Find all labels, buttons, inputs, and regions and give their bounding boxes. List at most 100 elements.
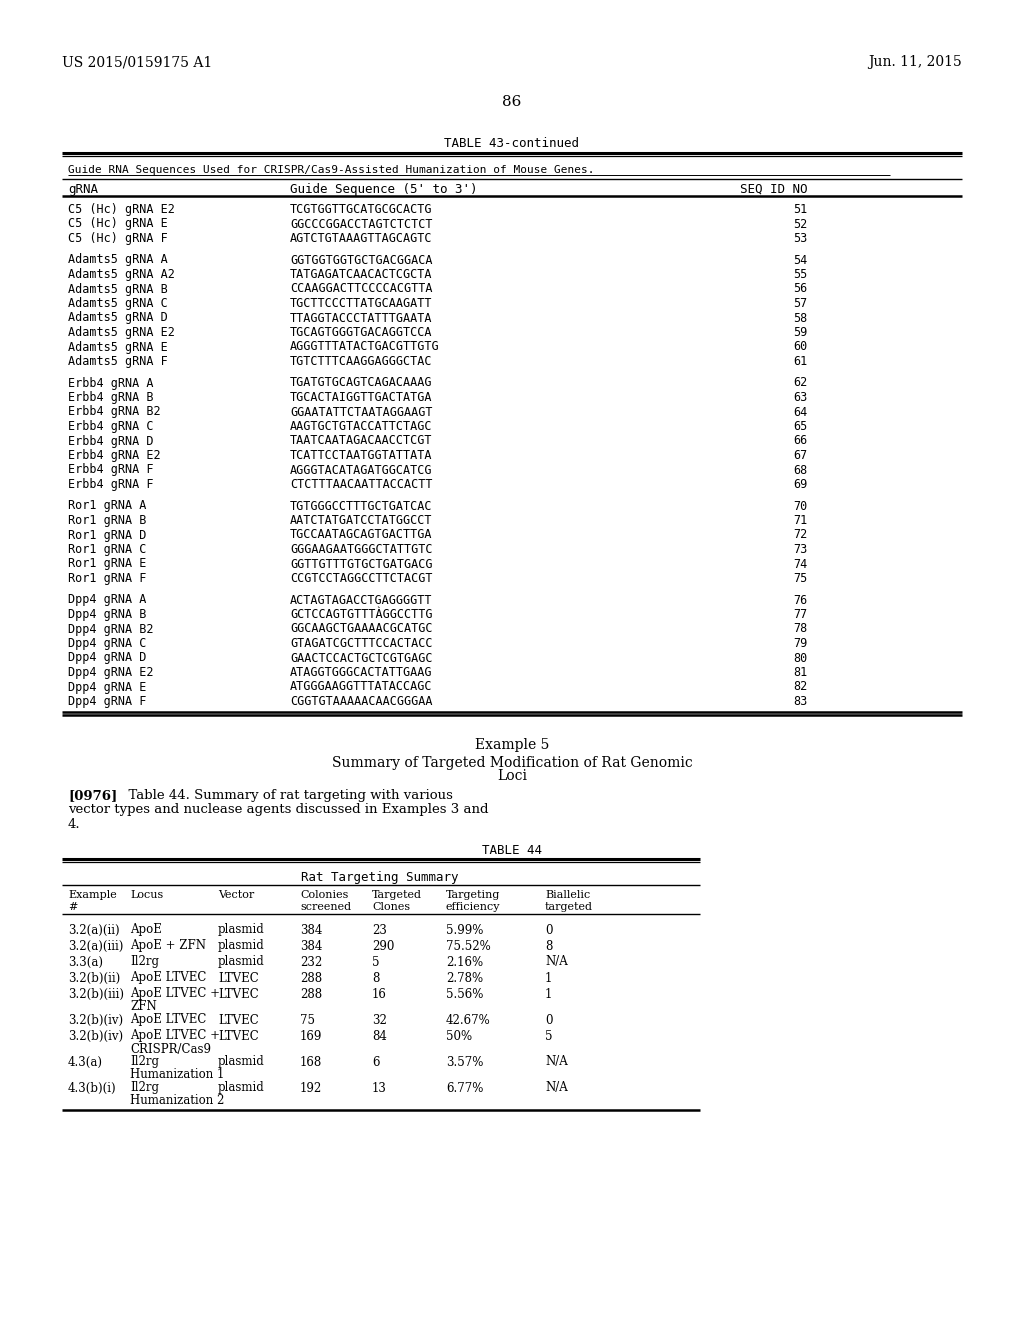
Text: 288: 288 bbox=[300, 972, 323, 985]
Text: 84: 84 bbox=[372, 1030, 387, 1043]
Text: 55: 55 bbox=[793, 268, 807, 281]
Text: Dpp4 gRNA E: Dpp4 gRNA E bbox=[68, 681, 146, 693]
Text: CCAAGGACTTCCCCACGTTA: CCAAGGACTTCCCCACGTTA bbox=[290, 282, 432, 296]
Text: AGGGTACATAGATGGCATCG: AGGGTACATAGATGGCATCG bbox=[290, 463, 432, 477]
Text: Jun. 11, 2015: Jun. 11, 2015 bbox=[868, 55, 962, 69]
Text: 67: 67 bbox=[793, 449, 807, 462]
Text: plasmid: plasmid bbox=[218, 1081, 265, 1094]
Text: TCATTCCTAATGGTATTATA: TCATTCCTAATGGTATTATA bbox=[290, 449, 432, 462]
Text: plasmid: plasmid bbox=[218, 1056, 265, 1068]
Text: 4.: 4. bbox=[68, 817, 81, 830]
Text: 290: 290 bbox=[372, 940, 394, 953]
Text: LTVEC: LTVEC bbox=[218, 1030, 259, 1043]
Text: Locus: Locus bbox=[130, 891, 163, 900]
Text: 3.57%: 3.57% bbox=[446, 1056, 483, 1068]
Text: Dpp4 gRNA B2: Dpp4 gRNA B2 bbox=[68, 623, 154, 635]
Text: Dpp4 gRNA E2: Dpp4 gRNA E2 bbox=[68, 667, 154, 678]
Text: Example 5: Example 5 bbox=[475, 738, 549, 751]
Text: 3.2(b)(iv): 3.2(b)(iv) bbox=[68, 1014, 123, 1027]
Text: Ror1 gRNA F: Ror1 gRNA F bbox=[68, 572, 146, 585]
Text: C5 (Hc) gRNA E: C5 (Hc) gRNA E bbox=[68, 218, 168, 231]
Text: 0: 0 bbox=[545, 1014, 553, 1027]
Text: TGTCTTTCAAGGAGGGCTAC: TGTCTTTCAAGGAGGGCTAC bbox=[290, 355, 432, 368]
Text: GTAGATCGCTTTCCACTACC: GTAGATCGCTTTCCACTACC bbox=[290, 638, 432, 649]
Text: TGCACTAIGGTTGACTATGA: TGCACTAIGGTTGACTATGA bbox=[290, 391, 432, 404]
Text: Targeting: Targeting bbox=[446, 891, 501, 900]
Text: ATGGGAAGGTTTATACCAGC: ATGGGAAGGTTTATACCAGC bbox=[290, 681, 432, 693]
Text: 79: 79 bbox=[793, 638, 807, 649]
Text: Erbb4 gRNA F: Erbb4 gRNA F bbox=[68, 478, 154, 491]
Text: Adamts5 gRNA E: Adamts5 gRNA E bbox=[68, 341, 168, 354]
Text: 65: 65 bbox=[793, 420, 807, 433]
Text: 61: 61 bbox=[793, 355, 807, 368]
Text: 5: 5 bbox=[545, 1030, 553, 1043]
Text: Table 44. Summary of rat targeting with various: Table 44. Summary of rat targeting with … bbox=[120, 789, 453, 803]
Text: 75.52%: 75.52% bbox=[446, 940, 490, 953]
Text: Dpp4 gRNA D: Dpp4 gRNA D bbox=[68, 652, 146, 664]
Text: Guide Sequence (5' to 3'): Guide Sequence (5' to 3') bbox=[290, 183, 477, 195]
Text: 4.3(b)(i): 4.3(b)(i) bbox=[68, 1081, 117, 1094]
Text: LTVEC: LTVEC bbox=[218, 987, 259, 1001]
Text: Humanization 2: Humanization 2 bbox=[130, 1094, 224, 1107]
Text: Adamts5 gRNA F: Adamts5 gRNA F bbox=[68, 355, 168, 368]
Text: Dpp4 gRNA A: Dpp4 gRNA A bbox=[68, 594, 146, 606]
Text: TGTGGGCCTTTGCTGATCAC: TGTGGGCCTTTGCTGATCAC bbox=[290, 499, 432, 512]
Text: 3.2(a)(iii): 3.2(a)(iii) bbox=[68, 940, 123, 953]
Text: Erbb4 gRNA B2: Erbb4 gRNA B2 bbox=[68, 405, 161, 418]
Text: LTVEC: LTVEC bbox=[218, 1014, 259, 1027]
Text: Rat Targeting Summary: Rat Targeting Summary bbox=[301, 870, 459, 883]
Text: vector types and nuclease agents discussed in Examples 3 and: vector types and nuclease agents discuss… bbox=[68, 804, 488, 817]
Text: 63: 63 bbox=[793, 391, 807, 404]
Text: 6: 6 bbox=[372, 1056, 380, 1068]
Text: Il2rg: Il2rg bbox=[130, 956, 159, 969]
Text: Dpp4 gRNA C: Dpp4 gRNA C bbox=[68, 638, 146, 649]
Text: Erbb4 gRNA D: Erbb4 gRNA D bbox=[68, 434, 154, 447]
Text: 72: 72 bbox=[793, 528, 807, 541]
Text: 80: 80 bbox=[793, 652, 807, 664]
Text: 8: 8 bbox=[545, 940, 552, 953]
Text: TCGTGGTTGCATGCGCACTG: TCGTGGTTGCATGCGCACTG bbox=[290, 203, 432, 216]
Text: 51: 51 bbox=[793, 203, 807, 216]
Text: GGGAAGAATGGGCTATTGTC: GGGAAGAATGGGCTATTGTC bbox=[290, 543, 432, 556]
Text: TGCCAATAGCAGTGACTTGA: TGCCAATAGCAGTGACTTGA bbox=[290, 528, 432, 541]
Text: GAACTCCACTGCTCGTGAGC: GAACTCCACTGCTCGTGAGC bbox=[290, 652, 432, 664]
Text: ApoE + ZFN: ApoE + ZFN bbox=[130, 940, 206, 953]
Text: N/A: N/A bbox=[545, 1056, 567, 1068]
Text: 23: 23 bbox=[372, 924, 387, 936]
Text: 13: 13 bbox=[372, 1081, 387, 1094]
Text: CGGTGTAAAAACAACGGGAA: CGGTGTAAAAACAACGGGAA bbox=[290, 696, 432, 708]
Text: Example: Example bbox=[68, 891, 117, 900]
Text: 0: 0 bbox=[545, 924, 553, 936]
Text: 5.56%: 5.56% bbox=[446, 987, 483, 1001]
Text: 68: 68 bbox=[793, 463, 807, 477]
Text: 3.2(b)(iii): 3.2(b)(iii) bbox=[68, 987, 124, 1001]
Text: ApoE LTVEC: ApoE LTVEC bbox=[130, 972, 207, 985]
Text: Biallelic: Biallelic bbox=[545, 891, 590, 900]
Text: 58: 58 bbox=[793, 312, 807, 325]
Text: 1: 1 bbox=[545, 972, 552, 985]
Text: Il2rg: Il2rg bbox=[130, 1056, 159, 1068]
Text: 77: 77 bbox=[793, 609, 807, 620]
Text: 62: 62 bbox=[793, 376, 807, 389]
Text: Targeted: Targeted bbox=[372, 891, 422, 900]
Text: CTCTTTAACAATTACCACTT: CTCTTTAACAATTACCACTT bbox=[290, 478, 432, 491]
Text: 52: 52 bbox=[793, 218, 807, 231]
Text: gRNA: gRNA bbox=[68, 183, 98, 195]
Text: plasmid: plasmid bbox=[218, 940, 265, 953]
Text: GGCAAGCTGAAAACGCATGC: GGCAAGCTGAAAACGCATGC bbox=[290, 623, 432, 635]
Text: GGCCCGGACCTAGTCTCTCT: GGCCCGGACCTAGTCTCTCT bbox=[290, 218, 432, 231]
Text: 83: 83 bbox=[793, 696, 807, 708]
Text: GGTGGTGGTGCTGACGGACA: GGTGGTGGTGCTGACGGACA bbox=[290, 253, 432, 267]
Text: Ror1 gRNA A: Ror1 gRNA A bbox=[68, 499, 146, 512]
Text: C5 (Hc) gRNA F: C5 (Hc) gRNA F bbox=[68, 232, 168, 246]
Text: Summary of Targeted Modification of Rat Genomic: Summary of Targeted Modification of Rat … bbox=[332, 755, 692, 770]
Text: N/A: N/A bbox=[545, 956, 567, 969]
Text: 75: 75 bbox=[793, 572, 807, 585]
Text: Dpp4 gRNA F: Dpp4 gRNA F bbox=[68, 696, 146, 708]
Text: plasmid: plasmid bbox=[218, 956, 265, 969]
Text: Humanization 1: Humanization 1 bbox=[130, 1068, 224, 1081]
Text: Erbb4 gRNA A: Erbb4 gRNA A bbox=[68, 376, 154, 389]
Text: 4.3(a): 4.3(a) bbox=[68, 1056, 103, 1068]
Text: Adamts5 gRNA D: Adamts5 gRNA D bbox=[68, 312, 168, 325]
Text: targeted: targeted bbox=[545, 902, 593, 912]
